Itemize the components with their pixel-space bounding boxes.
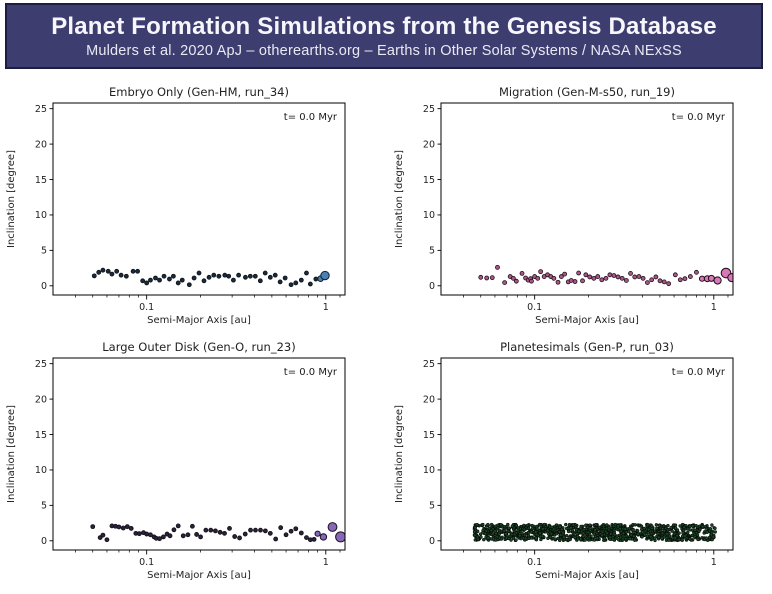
x-tick-label: 1 [323, 557, 329, 568]
plot-frame [52, 102, 346, 296]
plot-frame [440, 102, 734, 296]
scatter-points [478, 264, 733, 287]
x-axis-label: Semi-Major Axis [au] [535, 315, 639, 326]
x-axis-label: Semi-Major Axis [au] [535, 570, 639, 581]
chart-migration: Migration (Gen-M-s50, run_19) 0 5 10 15 20 25 0… [394, 85, 734, 326]
time-annotation: t= 0.0 Myr [284, 367, 338, 378]
y-tick-label: 15 [423, 175, 435, 186]
plot-frame [52, 357, 346, 551]
y-tick-label: 5 [41, 246, 47, 257]
x-tick-label: 0.1 [527, 302, 542, 313]
y-tick-label: 0 [41, 536, 47, 547]
chart-title: Migration (Gen-M-s50, run_19) [499, 85, 675, 99]
chart-title: Planetesimals (Gen-P, run_03) [500, 340, 674, 354]
x-tick-label: 0.1 [139, 557, 154, 568]
y-axis-label: Inclination [degree] [394, 405, 405, 503]
x-axis-label: Semi-Major Axis [au] [147, 570, 251, 581]
plot-frame [440, 357, 734, 551]
y-tick-label: 20 [423, 394, 435, 405]
scatter-points [91, 267, 330, 288]
x-tick-label: 0.1 [527, 557, 542, 568]
y-tick-label: 5 [429, 501, 435, 512]
time-annotation: t= 0.0 Myr [284, 112, 338, 123]
y-tick-label: 15 [35, 430, 47, 441]
y-tick-label: 15 [423, 430, 435, 441]
y-tick-label: 10 [423, 465, 435, 476]
time-annotation: t= 0.0 Myr [672, 367, 726, 378]
y-tick-label: 25 [423, 104, 435, 115]
page-subtitle: Mulders et al. 2020 ApJ – otherearths.or… [86, 43, 682, 60]
y-tick-label: 20 [423, 139, 435, 150]
page-title: Planet Formation Simulations from the Ge… [51, 12, 717, 40]
time-annotation: t= 0.0 Myr [672, 112, 726, 123]
y-tick-label: 25 [35, 359, 47, 370]
chart-large-outer-disk: Large Outer Disk (Gen-O, run_23) 0 5 10 15 20… [6, 340, 346, 581]
y-tick-label: 5 [41, 501, 47, 512]
chart-embryo-only: Embryo Only (Gen-HM, run_34) 0 5 10 15 20 25 0.… [6, 85, 346, 326]
y-tick-label: 10 [35, 465, 47, 476]
chart-title: Embryo Only (Gen-HM, run_34) [109, 85, 289, 99]
y-tick-label: 10 [35, 210, 47, 221]
y-tick-label: 20 [35, 394, 47, 405]
y-tick-label: 0 [41, 281, 47, 292]
scatter-points [90, 522, 345, 543]
x-axis-label: Semi-Major Axis [au] [147, 315, 251, 326]
y-tick-label: 15 [35, 175, 47, 186]
x-tick-label: 1 [711, 302, 717, 313]
y-axis-label: Inclination [degree] [6, 150, 17, 248]
x-tick-label: 1 [711, 557, 717, 568]
x-tick-label: 0.1 [139, 302, 154, 313]
y-axis-label: Inclination [degree] [6, 405, 17, 503]
x-tick-label: 1 [323, 302, 329, 313]
y-tick-label: 5 [429, 246, 435, 257]
y-tick-label: 10 [423, 210, 435, 221]
chart-planetesimals: Planetesimals (Gen-P, run_03) 0 5 10 15 20 25 0… [394, 340, 734, 581]
y-tick-label: 0 [429, 281, 435, 292]
y-tick-label: 0 [429, 536, 435, 547]
chart-title: Large Outer Disk (Gen-O, run_23) [102, 340, 295, 354]
y-tick-label: 25 [423, 359, 435, 370]
y-tick-label: 20 [35, 139, 47, 150]
header-banner: Planet Formation Simulations from the Ge… [5, 3, 763, 69]
y-tick-label: 25 [35, 104, 47, 115]
scatter-points [472, 522, 717, 543]
y-axis-label: Inclination [degree] [394, 150, 405, 248]
